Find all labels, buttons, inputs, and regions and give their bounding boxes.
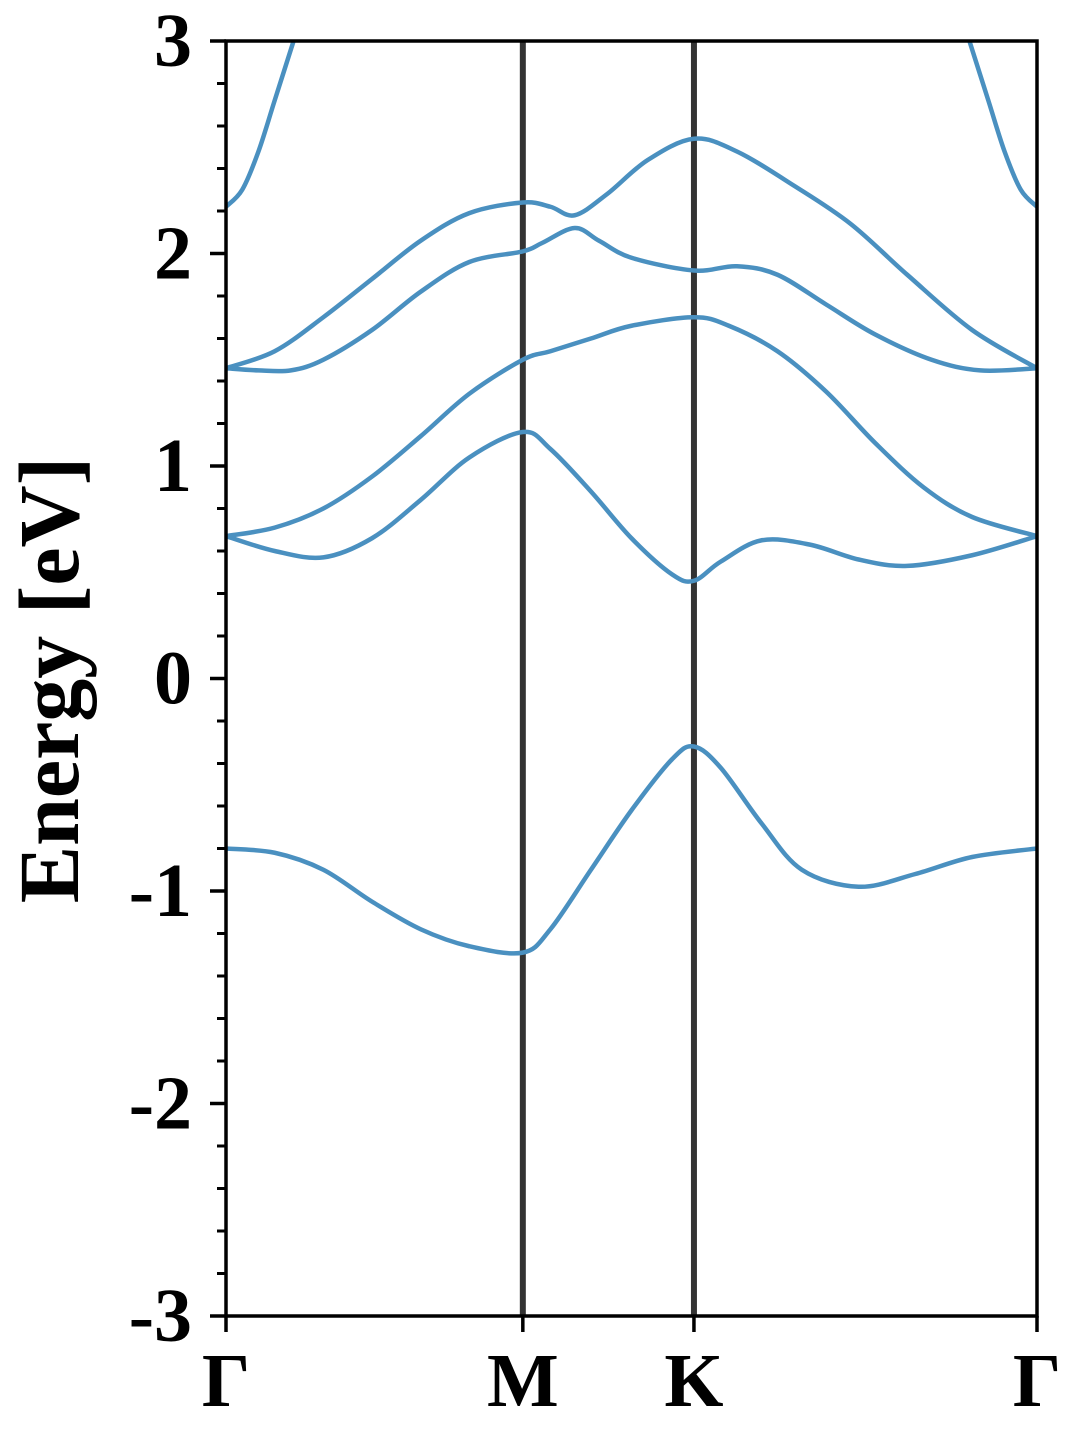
- x-tick-label: Γ: [202, 1339, 250, 1423]
- x-tick-label: Γ: [1013, 1339, 1061, 1423]
- y-tick-label: 0: [154, 637, 192, 721]
- axes-frame: [224, 39, 1039, 1318]
- y-tick-label: 3: [154, 0, 192, 83]
- y-axis-label: Energy [eV]: [1, 457, 97, 904]
- band-line-2: [226, 429, 1037, 584]
- x-tick-label: K: [664, 1339, 723, 1423]
- y-tick-label: -3: [129, 1274, 192, 1358]
- y-tick-label: 2: [154, 212, 192, 296]
- y-axis-title: Energy [eV]: [1, 457, 97, 904]
- band-line-4: [226, 225, 1037, 374]
- x-tick-label: M: [487, 1339, 559, 1423]
- band-line-3: [226, 315, 1037, 539]
- band-line-1: [226, 743, 1037, 956]
- y-tick-label: 1: [154, 424, 192, 508]
- band-line-7: [967, 41, 1037, 209]
- y-tick-label: -1: [129, 849, 192, 933]
- y-tick-label: -2: [129, 1062, 192, 1146]
- band-line-5: [226, 136, 1037, 371]
- band-line-6: [226, 41, 296, 209]
